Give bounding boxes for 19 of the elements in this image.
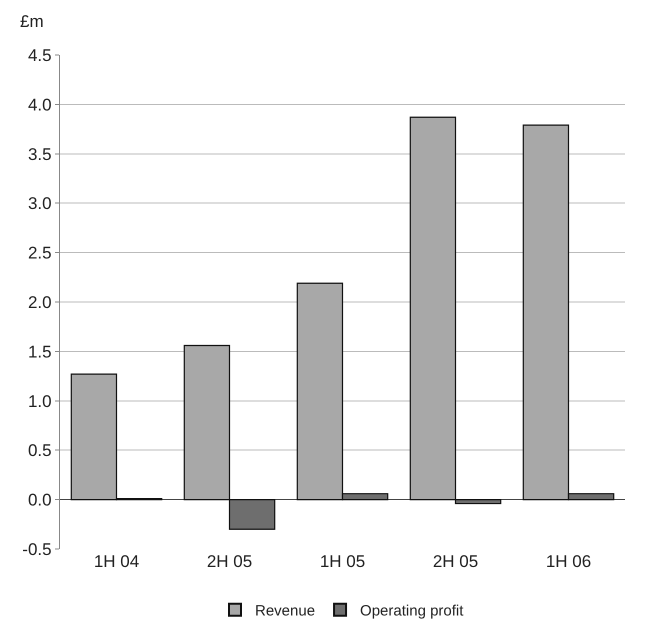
y-tick-label: 2.0 <box>28 292 52 312</box>
y-tick-label: 4.0 <box>28 95 52 114</box>
y-tick-label: 4.5 <box>28 46 52 65</box>
y-tick-label: 0.5 <box>28 441 52 460</box>
x-tick-label: 1H 06 <box>546 552 592 571</box>
y-axis-title: £m <box>20 12 44 31</box>
legend-label: Revenue <box>255 602 316 620</box>
x-tick-label: 1H 04 <box>94 552 140 571</box>
legend-label: Operating profit <box>360 602 464 620</box>
y-tick-label: 1.0 <box>28 392 52 411</box>
x-tick-label: 2H 05 <box>432 552 478 571</box>
y-tick-label: -0.5 <box>22 540 52 559</box>
y-tick-label: 3.0 <box>28 194 52 214</box>
y-tick-label: 0.0 <box>28 490 52 510</box>
x-tick-label: 1H 05 <box>320 552 366 571</box>
y-tick-label: 1.5 <box>28 342 52 362</box>
y-tick-label: 3.5 <box>28 144 52 164</box>
x-tick-label: 2H 05 <box>206 552 252 571</box>
y-tick-label: 2.5 <box>28 244 52 263</box>
